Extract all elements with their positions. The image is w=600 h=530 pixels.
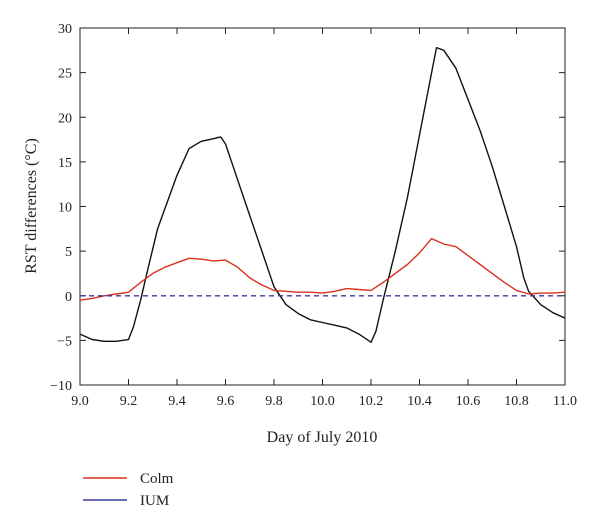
y-tick-label: 0 bbox=[65, 290, 72, 305]
y-tick-label: −5 bbox=[57, 334, 72, 349]
x-axis-ticks: 9.0 9.2 9.4 9.6 9.8 10.0 10.2 10.4 10.6 10.8 11.0 bbox=[71, 28, 577, 409]
y-axis-ticks: −10 −5 0 5 10 15 20 25 30 bbox=[50, 22, 565, 394]
x-tick-label: 10.8 bbox=[504, 394, 529, 409]
x-tick-label: 9.8 bbox=[265, 394, 283, 409]
x-tick-label: 9.6 bbox=[217, 394, 235, 409]
x-tick-label: 10.4 bbox=[407, 394, 432, 409]
x-tick-label: 10.2 bbox=[359, 394, 384, 409]
series-line-unlabeled bbox=[79, 46, 566, 343]
legend: Colm IUM bbox=[83, 471, 174, 509]
series-layer bbox=[79, 46, 566, 343]
y-tick-label: −10 bbox=[50, 379, 72, 394]
y-tick-label: 25 bbox=[58, 67, 72, 82]
x-tick-label: 9.2 bbox=[120, 394, 138, 409]
y-tick-label: 15 bbox=[58, 156, 72, 171]
x-tick-label: 9.0 bbox=[71, 394, 89, 409]
y-tick-label: 10 bbox=[58, 201, 72, 216]
y-tick-label: 30 bbox=[58, 22, 72, 37]
series-line-colm bbox=[79, 237, 566, 301]
x-axis-label: Day of July 2010 bbox=[267, 429, 378, 446]
legend-label: Colm bbox=[140, 471, 174, 487]
y-axis-label: RST differences (°C) bbox=[23, 138, 40, 274]
x-tick-label: 9.4 bbox=[168, 394, 186, 409]
y-tick-label: 5 bbox=[65, 245, 72, 260]
x-tick-label: 10.0 bbox=[310, 394, 335, 409]
x-tick-label: 10.6 bbox=[456, 394, 481, 409]
plot-frame bbox=[79, 27, 566, 386]
x-tick-label: 11.0 bbox=[553, 394, 577, 409]
y-tick-label: 20 bbox=[58, 111, 72, 126]
legend-label: IUM bbox=[140, 493, 169, 509]
